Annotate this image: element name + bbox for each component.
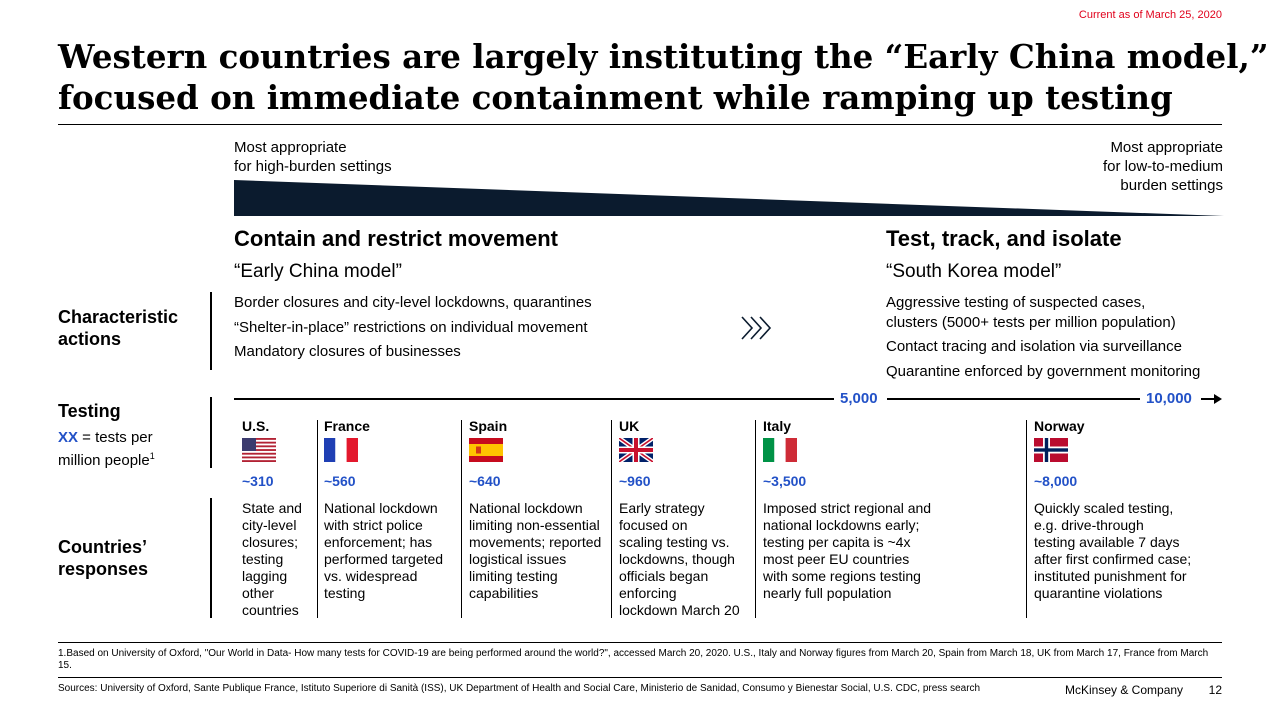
test-track-heading: Test, track, and isolate	[886, 226, 1122, 251]
country-column-norway: Norway ~8,000 Quickly scaled testing, e.…	[1034, 418, 1224, 602]
title-line-1: Western countries are largely institutin…	[58, 37, 1269, 76]
arrow-right-icon	[1201, 394, 1222, 404]
country-name: UK	[619, 418, 640, 434]
country-column-us: U.S. ~310 State and city-level closures;…	[242, 418, 312, 619]
low-burden-label: Most appropriate for low-to-medium burde…	[1102, 139, 1223, 194]
testing-scale-line	[887, 398, 1140, 400]
testing-label: Testing	[58, 401, 121, 421]
responses-divider	[210, 498, 212, 618]
france-flag-icon	[324, 438, 358, 462]
footer-divider	[58, 677, 1222, 678]
tests-per-million: ~960	[619, 473, 651, 489]
country-name: U.S.	[242, 418, 270, 434]
sources-note: Sources: University of Oxford, Sante Pub…	[58, 683, 981, 694]
china-action: Mandatory closures of businesses	[234, 343, 461, 360]
chevron-arrows-icon	[741, 316, 772, 340]
country-column-france: France ~560 National lockdown with stric…	[324, 418, 456, 602]
brand-name: McKinsey & Company	[1065, 683, 1184, 697]
country-response: Early strategy focused on scaling testin…	[619, 500, 740, 618]
country-response: National lockdown limiting non-essential…	[469, 500, 602, 601]
title-line-2: focused on immediate containment while r…	[58, 78, 1173, 117]
china-action: “Shelter-in-place” restrictions on indiv…	[234, 319, 588, 336]
tests-per-million: ~310	[242, 473, 274, 489]
column-divider	[317, 420, 318, 618]
contain-heading: Contain and restrict movement	[234, 226, 558, 251]
country-name: France	[324, 418, 370, 434]
country-response: National lockdown with strict police enf…	[324, 500, 444, 601]
spain-flag-icon	[469, 438, 503, 462]
norway-flag-icon	[1034, 438, 1068, 462]
column-divider	[1026, 420, 1027, 618]
column-divider	[461, 420, 462, 618]
country-name: Spain	[469, 418, 508, 434]
high-burden-label: Most appropriate for high-burden setting…	[234, 139, 392, 175]
column-divider	[611, 420, 612, 618]
burden-gradient-wedge	[234, 180, 1224, 216]
page-number: 12	[1208, 683, 1222, 697]
south-korea-model-label: “South Korea model”	[886, 261, 1062, 282]
country-column-spain: Spain ~640 National lockdown limiting no…	[469, 418, 609, 602]
scale-mark-5000: 5,000	[840, 390, 878, 407]
country-name: Norway	[1034, 418, 1085, 434]
early-china-model-label: “Early China model”	[234, 261, 402, 282]
country-column-uk: UK ~960 Early strategy focused on scalin…	[619, 418, 753, 619]
korea-action: Aggressive testing of suspected cases,	[886, 294, 1146, 311]
column-divider	[755, 420, 756, 618]
testing-label-block: Testing XX = tests per million people1	[58, 400, 155, 470]
korea-action: Contact tracing and isolation via survei…	[886, 338, 1182, 355]
uk-flag-icon	[619, 438, 653, 462]
italy-flag-icon	[763, 438, 797, 462]
scale-mark-10000: 10,000	[1146, 390, 1192, 407]
xx-legend-key: XX	[58, 429, 79, 446]
country-response: Imposed strict regional and national loc…	[763, 500, 932, 601]
title-divider	[58, 124, 1222, 125]
characteristic-divider	[210, 292, 212, 370]
country-name: Italy	[763, 418, 792, 434]
country-column-italy: Italy ~3,500 Imposed strict regional and…	[763, 418, 963, 602]
country-response: State and city-level closures; testing l…	[242, 500, 302, 618]
us-flag-icon	[242, 438, 276, 462]
tests-per-million: ~640	[469, 473, 501, 489]
korea-action: Quarantine enforced by government monito…	[886, 363, 1201, 380]
tests-per-million: ~3,500	[763, 473, 807, 489]
testing-legend: XX = tests per million people1	[58, 429, 155, 469]
characteristic-actions-label: Characteristic actions	[58, 307, 179, 349]
korea-action: clusters (5000+ tests per million popula…	[886, 314, 1176, 331]
tests-per-million: ~560	[324, 473, 356, 489]
countries-responses-label: Countries’ responses	[58, 537, 149, 579]
testing-divider	[210, 397, 212, 468]
tests-per-million: ~8,000	[1034, 473, 1078, 489]
country-response: Quickly scaled testing, e.g. drive-throu…	[1034, 500, 1192, 601]
china-action: Border closures and city-level lockdowns…	[234, 294, 592, 311]
date-note: Current as of March 25, 2020	[1078, 9, 1222, 21]
testing-scale-line	[234, 398, 834, 400]
page-title: Western countries are largely institutin…	[58, 36, 1269, 118]
footnote-divider	[58, 642, 1222, 643]
footnote: 1.Based on University of Oxford, "Our Wo…	[58, 648, 1209, 671]
